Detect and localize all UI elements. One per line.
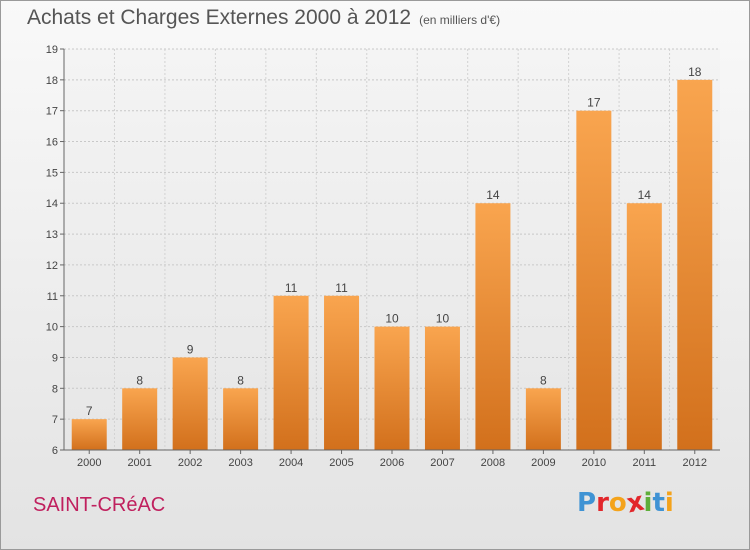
x-tick-label: 2007 [430, 457, 454, 469]
data-label: 17 [587, 96, 601, 110]
bar-2005 [324, 295, 360, 450]
logo-letter: P [577, 488, 597, 518]
x-tick-label: 2011 [632, 457, 656, 469]
y-tick-label: 11 [47, 291, 58, 303]
bar-2011 [626, 203, 662, 450]
data-label: 8 [237, 373, 244, 387]
bar-2010 [576, 110, 612, 450]
data-label: 7 [86, 404, 93, 418]
y-tick-label: 15 [46, 167, 58, 179]
y-tick-label: 6 [52, 445, 58, 457]
commune-name: SAINT-CRéAC [33, 494, 166, 516]
x-tick-label: 2000 [77, 457, 101, 469]
bar-2012 [677, 79, 713, 450]
y-tick-label: 16 [46, 137, 58, 149]
bar-2000 [71, 419, 107, 450]
y-tick-label: 17 [46, 106, 58, 118]
y-tick-label: 10 [46, 322, 58, 334]
proxiti-logo: Proxiti [577, 487, 674, 520]
logo-letter: r [596, 488, 609, 518]
data-label: 8 [540, 373, 547, 387]
chart-title: Achats et Charges Externes 2000 à 2012 (e… [27, 6, 501, 29]
y-tick-label: 18 [46, 75, 58, 87]
bar-2004 [273, 295, 309, 450]
y-tick-label: 13 [46, 229, 58, 241]
bar-2007 [424, 326, 460, 450]
data-label: 10 [385, 312, 399, 326]
data-label: 11 [285, 281, 298, 295]
bar-2001 [122, 388, 158, 450]
logo-letter: i [643, 488, 653, 518]
x-tick-label: 2012 [683, 457, 707, 469]
bar-2009 [525, 388, 561, 450]
x-tick-label: 2008 [481, 457, 505, 469]
y-tick-label: 12 [46, 260, 58, 272]
y-tick-label: 9 [52, 352, 58, 364]
x-tick-label: 2004 [279, 457, 303, 469]
bar-2002 [172, 357, 208, 450]
x-tick-label: 2005 [329, 457, 353, 469]
x-tick-label: 2001 [127, 457, 151, 469]
x-tick-label: 2006 [380, 457, 404, 469]
data-label: 9 [187, 342, 194, 356]
data-label: 14 [486, 188, 500, 202]
bar-2006 [374, 326, 410, 450]
logo-letter: o [608, 488, 627, 518]
data-label: 18 [688, 65, 702, 79]
logo-letter: i [664, 488, 674, 518]
data-label: 11 [335, 281, 348, 295]
data-label: 10 [436, 312, 450, 326]
data-label: 14 [638, 188, 652, 202]
y-tick-label: 19 [46, 44, 58, 56]
x-tick-label: 2003 [228, 457, 252, 469]
chart-subtitle: (en milliers d'€) [419, 13, 501, 27]
bar-2003 [223, 388, 259, 450]
x-tick-label: 2010 [582, 457, 606, 469]
y-tick-label: 14 [46, 198, 58, 210]
x-tick-label: 2002 [178, 457, 202, 469]
x-tick-label: 2009 [531, 457, 555, 469]
y-tick-label: 8 [52, 383, 58, 395]
y-tick-label: 7 [52, 414, 58, 426]
logo-letter: t [652, 488, 665, 518]
bar-2008 [475, 203, 511, 450]
data-label: 8 [136, 373, 143, 387]
